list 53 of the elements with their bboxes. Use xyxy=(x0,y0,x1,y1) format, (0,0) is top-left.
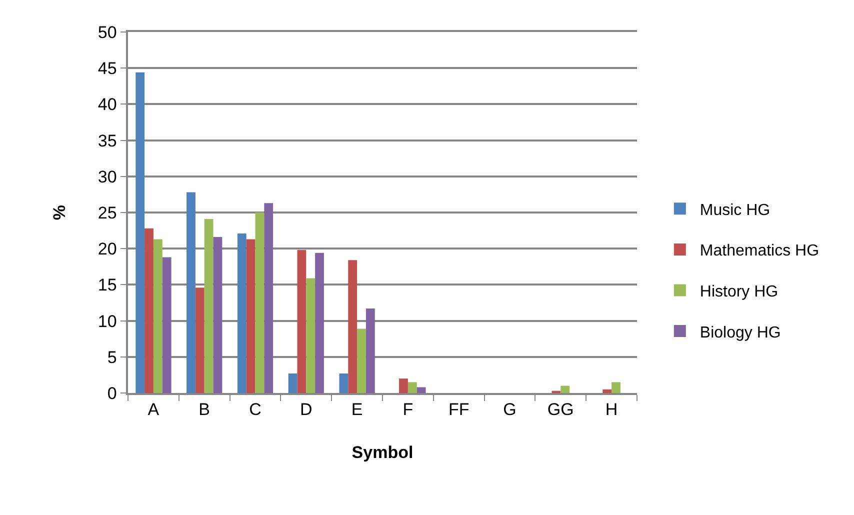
bar xyxy=(560,386,570,393)
x-tick-label: E xyxy=(351,400,363,420)
bar xyxy=(264,203,274,393)
bar xyxy=(399,378,408,393)
bar xyxy=(195,288,204,393)
bar xyxy=(288,374,298,393)
bar xyxy=(366,308,375,393)
legend-label: Mathematics HG xyxy=(700,242,820,260)
bar xyxy=(213,237,222,393)
y-axis-title: % xyxy=(50,204,69,220)
x-tick-label: D xyxy=(300,400,312,420)
bar xyxy=(204,219,214,393)
bar xyxy=(246,239,256,393)
x-tick-label: C xyxy=(249,400,262,420)
y-tick-label: 15 xyxy=(98,276,117,295)
bar xyxy=(348,260,358,393)
x-tick-label: H xyxy=(605,400,618,420)
y-tick-label: 35 xyxy=(98,131,117,150)
bar xyxy=(136,72,145,393)
x-tick-label: A xyxy=(148,400,160,420)
x-axis-title: Symbol xyxy=(352,443,414,462)
bar xyxy=(612,382,620,393)
bar xyxy=(144,228,154,393)
x-tick-label: B xyxy=(198,400,210,420)
bar xyxy=(297,250,306,393)
y-tick-label: 30 xyxy=(98,167,117,186)
bar xyxy=(306,278,316,393)
y-tick-label: 0 xyxy=(107,384,117,403)
bar xyxy=(255,212,264,393)
bar xyxy=(237,233,246,393)
bar xyxy=(416,387,426,393)
legend-label: Music HG xyxy=(700,202,770,219)
bar xyxy=(408,382,417,393)
y-tick-label: 20 xyxy=(98,240,117,259)
bar xyxy=(162,257,172,393)
legend-label: Biology HG xyxy=(700,324,781,342)
y-tick-label: 40 xyxy=(98,95,117,114)
y-tick-label: 5 xyxy=(107,348,117,367)
y-tick-label: 50 xyxy=(98,22,117,42)
x-tick-label: GG xyxy=(547,400,574,420)
legend-label: History HG xyxy=(700,284,778,300)
bar xyxy=(153,239,162,393)
y-tick-label: 25 xyxy=(98,203,117,222)
x-tick-label: FF xyxy=(448,400,470,420)
x-tick-label: F xyxy=(402,400,414,420)
bar xyxy=(186,192,196,393)
bar xyxy=(315,252,324,393)
bar xyxy=(339,374,348,393)
x-tick-label: G xyxy=(503,400,516,420)
y-tick-label: 10 xyxy=(98,312,117,331)
bar xyxy=(602,389,612,393)
y-tick-label: 45 xyxy=(98,59,117,78)
bar xyxy=(357,328,366,393)
